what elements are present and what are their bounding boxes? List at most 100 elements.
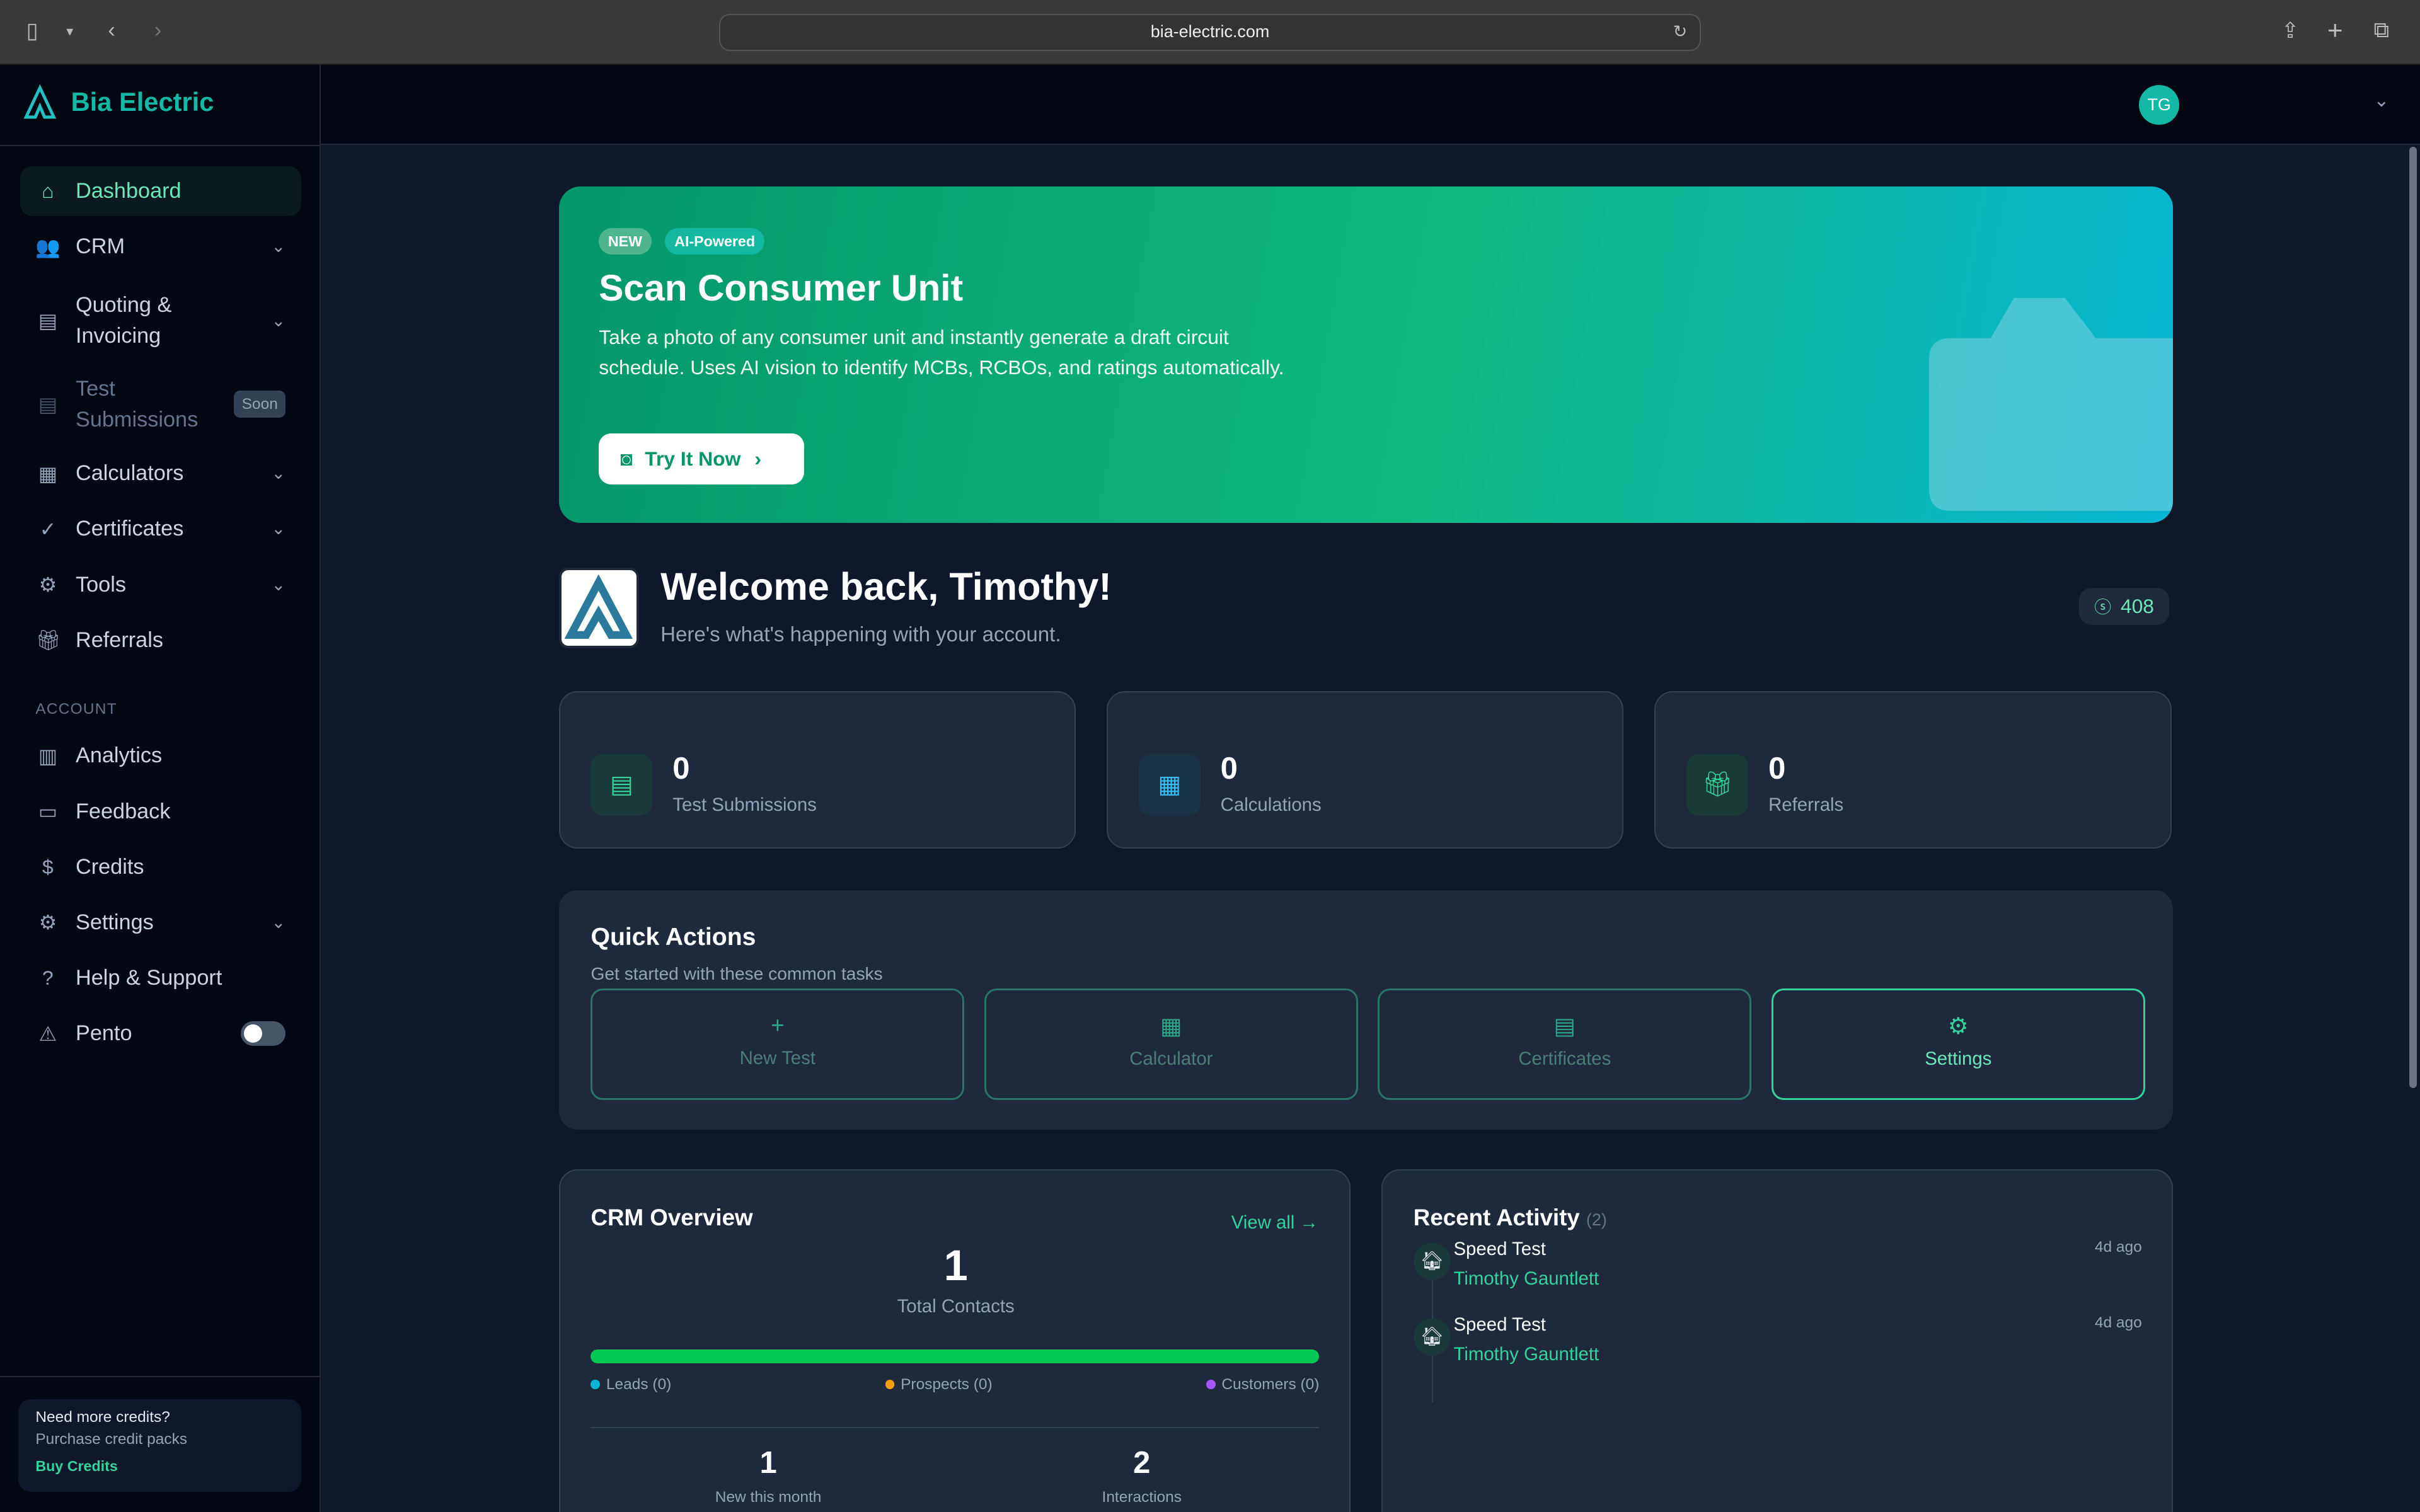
stat-card-referrals[interactable]: 🎁︎ 0 Referrals: [1654, 691, 2172, 849]
nav-label: Tools: [75, 572, 126, 597]
chevron-down-icon: ⌄: [271, 519, 286, 539]
contacts-progress-bar: [591, 1349, 1320, 1364]
credits-value: 408: [2120, 595, 2154, 618]
nav-label: Certificates: [75, 517, 184, 541]
sidebar-item-tools[interactable]: ⚙ Tools ⌄: [20, 560, 301, 609]
quick-actions-subtitle: Get started with these common tasks: [591, 964, 883, 984]
welcome-title: Welcome back, Timothy!: [660, 565, 1112, 609]
recent-activity-card: Recent Activity (2) 🏠︎ Speed Test Timoth…: [1381, 1169, 2174, 1512]
chevron-down-icon: ⌄: [271, 912, 286, 932]
calculator-button[interactable]: ▦ Calculator: [984, 988, 1358, 1100]
new-badge: NEW: [599, 228, 652, 255]
chevron-down-icon: ⌄: [271, 464, 286, 483]
new-test-button[interactable]: + New Test: [591, 988, 965, 1100]
gear-icon: ⚙: [38, 573, 57, 597]
total-contacts-value: 1: [943, 1240, 968, 1290]
sidebar-item-quoting[interactable]: ▤ Quoting & Invoicing ⌄: [20, 287, 301, 355]
nav-label: Settings: [75, 910, 154, 934]
nav-label: Analytics: [75, 743, 163, 768]
ai-badge: AI-Powered: [665, 228, 764, 255]
chevron-down-icon[interactable]: ▾: [66, 23, 74, 39]
quick-actions-card: Quick Actions Get started with these com…: [558, 890, 2174, 1130]
credits-promo: Need more credits? Purchase credit packs…: [18, 1399, 301, 1492]
credits-balance[interactable]: ⓢ 408: [2078, 588, 2170, 625]
address-bar[interactable]: bia-electric.com ↻: [719, 14, 1701, 51]
activity-item[interactable]: 🏠︎ Speed Test Timothy Gauntlett 4d ago: [1413, 1313, 2142, 1375]
camera-illustration-icon: [1929, 297, 2174, 511]
activity-time: 4d ago: [2094, 1239, 2142, 1256]
sidebar-item-crm[interactable]: 👥 CRM ⌄: [20, 222, 301, 272]
help-icon: ?: [42, 966, 54, 990]
top-bar: TG ⌄: [321, 64, 2420, 146]
sidebar-item-dashboard[interactable]: ⌂ Dashboard: [20, 166, 301, 216]
sidebar: Bia Electric ⌂ Dashboard 👥 CRM ⌄ ▤ Quoting &…: [0, 64, 321, 1512]
welcome-subtitle: Here's what's happening with your accoun…: [660, 623, 1061, 647]
url-text: bia-electric.com: [1150, 22, 1270, 42]
legend-leads: Leads (0): [591, 1376, 671, 1394]
calculator-icon: ▦: [38, 462, 57, 485]
certificates-button[interactable]: ▤ Certificates: [1378, 988, 1752, 1100]
browser-toolbar: ▯ ▾ ‹ › bia-electric.com ↻ ⇪ + ⧉: [0, 0, 2420, 65]
gear-icon: ⚙: [38, 911, 57, 934]
activity-item[interactable]: 🏠︎ Speed Test Timothy Gauntlett 4d ago: [1413, 1237, 2142, 1299]
promo-subtitle: Purchase credit packs: [35, 1431, 188, 1448]
chevron-down-icon: ⌄: [271, 575, 286, 594]
tabs-overview-icon[interactable]: ⧉: [2373, 18, 2390, 43]
activity-title: Recent Activity (2): [1413, 1205, 1607, 1231]
pento-toggle[interactable]: [241, 1021, 286, 1046]
chevron-right-icon: ›: [754, 447, 762, 471]
sidebar-item-referrals[interactable]: 🎁︎ Referrals: [20, 616, 301, 665]
document-icon: ▤: [38, 309, 57, 333]
stat-value: 0: [672, 752, 690, 786]
warning-icon: ⚠: [38, 1022, 57, 1045]
gear-icon: ⚙: [1947, 1012, 1969, 1039]
buy-credits-link[interactable]: Buy Credits: [35, 1457, 118, 1474]
share-icon[interactable]: ⇪: [2281, 19, 2300, 43]
sidebar-item-feedback[interactable]: ▭ Feedback: [20, 787, 301, 836]
stat-label: Calculations: [1220, 794, 1322, 815]
calculator-icon: ▦: [1138, 754, 1201, 816]
activity-person-link[interactable]: Timothy Gauntlett: [1453, 1268, 1599, 1289]
sidebar-item-help[interactable]: ? Help & Support: [20, 953, 301, 1002]
stat-label: Referrals: [1768, 794, 1844, 815]
account-menu-chevron-icon[interactable]: ⌄: [2373, 90, 2390, 112]
quick-actions-title: Quick Actions: [591, 924, 756, 951]
banner-text: Take a photo of any consumer unit and in…: [599, 325, 1284, 379]
activity-title-text: Speed Test: [1453, 1239, 1546, 1260]
main-content: NEW AI-Powered Scan Consumer Unit Take a…: [322, 146, 2420, 1512]
back-icon[interactable]: ‹: [108, 18, 115, 43]
activity-person-link[interactable]: Timothy Gauntlett: [1453, 1343, 1599, 1365]
sidebar-toggle-icon[interactable]: ▯: [26, 19, 38, 43]
stat-card-calculations[interactable]: ▦ 0 Calculations: [1106, 691, 1624, 849]
sidebar-item-certificates[interactable]: ✓ Certificates ⌄: [20, 505, 301, 554]
try-it-now-button[interactable]: ◙ Try It Now ›: [599, 433, 804, 484]
reload-icon[interactable]: ↻: [1673, 22, 1688, 42]
promo-title: Need more credits?: [35, 1408, 170, 1426]
view-all-link[interactable]: View all →: [1231, 1212, 1318, 1234]
house-icon: 🏠︎: [1413, 1319, 1451, 1356]
stat-label: Test Submissions: [672, 794, 817, 815]
sidebar-item-settings[interactable]: ⚙ Settings ⌄: [20, 898, 301, 947]
stat-card-test-submissions[interactable]: ▤ 0 Test Submissions: [558, 691, 1076, 849]
sidebar-item-calculators[interactable]: ▦ Calculators ⌄: [20, 449, 301, 498]
sidebar-item-pento: ⚠ Pento: [20, 1009, 301, 1058]
scrollbar[interactable]: [2409, 146, 2417, 1088]
sidebar-item-analytics[interactable]: ▥ Analytics: [20, 731, 301, 781]
interactions-label: Interactions: [1102, 1488, 1182, 1506]
settings-button[interactable]: ⚙ Settings: [1771, 988, 2145, 1100]
action-label: Settings: [1925, 1048, 1992, 1070]
avatar[interactable]: TG: [2139, 84, 2179, 125]
new-tab-icon[interactable]: +: [2327, 15, 2343, 45]
forward-icon[interactable]: ›: [154, 18, 162, 43]
banner-title: Scan Consumer Unit: [599, 267, 964, 309]
new-this-month-label: New this month: [715, 1488, 822, 1506]
nav-label: Credits: [75, 854, 144, 879]
action-label: New Test: [739, 1048, 815, 1069]
house-icon: 🏠︎: [1413, 1243, 1451, 1281]
crm-legend: Leads (0) Prospects (0) Customers (0): [591, 1376, 1319, 1394]
button-label: Try It Now: [645, 447, 741, 471]
sidebar-item-test-submissions[interactable]: ▤ Test Submissions Soon: [20, 370, 301, 438]
brand-logo[interactable]: Bia Electric: [21, 83, 214, 120]
sidebar-item-credits[interactable]: $ Credits: [20, 842, 301, 891]
new-this-month-value: 1: [759, 1446, 777, 1480]
